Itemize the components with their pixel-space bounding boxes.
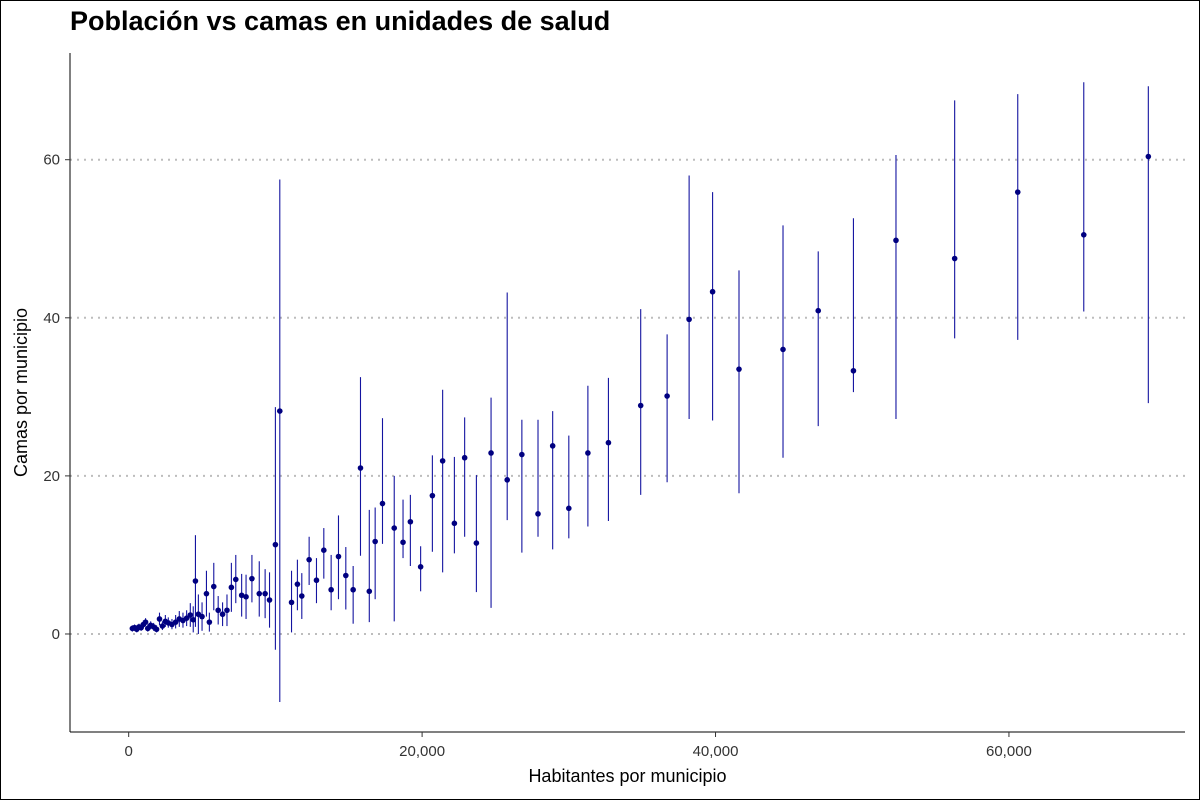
data-point — [504, 477, 510, 483]
data-point — [664, 393, 670, 399]
data-point — [219, 611, 226, 618]
data-point — [276, 408, 283, 414]
data-point — [306, 556, 312, 563]
data-point — [294, 581, 301, 587]
data-point — [357, 465, 364, 471]
data-point — [272, 541, 279, 548]
error-bars — [131, 82, 1149, 702]
data-point — [429, 492, 436, 499]
data-point — [461, 454, 468, 461]
data-point — [142, 619, 149, 625]
data-point — [605, 439, 612, 446]
data-point — [439, 458, 446, 464]
y-tick-label: 0 — [52, 626, 60, 643]
data-point — [366, 588, 373, 595]
x-tick-label: 40,000 — [693, 743, 739, 760]
data-point — [1014, 189, 1021, 195]
data-point — [951, 255, 958, 262]
data-point — [266, 597, 273, 603]
data-point — [238, 592, 245, 599]
y-tick-label: 60 — [43, 152, 60, 169]
data-point — [232, 576, 239, 583]
data-point — [243, 594, 249, 600]
data-point — [519, 451, 525, 458]
x-tick-label: 0 — [125, 743, 133, 760]
data-point — [400, 539, 406, 546]
data-point — [780, 346, 786, 353]
data-point — [391, 525, 398, 531]
data-point — [417, 563, 424, 570]
data-point — [343, 572, 349, 579]
y-axis-title: Camas por municipio — [11, 308, 31, 477]
data-point — [256, 590, 263, 597]
data-point — [1080, 232, 1087, 238]
data-point — [206, 619, 213, 625]
data-point — [335, 553, 342, 560]
data-point — [585, 450, 591, 456]
data-point — [183, 615, 190, 621]
data-point — [192, 578, 199, 584]
y-tick-label: 40 — [43, 310, 60, 327]
data-point — [299, 593, 305, 599]
data-point — [190, 616, 197, 623]
data-point — [199, 613, 205, 620]
data-point — [228, 584, 235, 591]
data-point — [187, 612, 194, 618]
data-point — [1145, 153, 1152, 160]
data-point — [203, 590, 210, 597]
x-tick-label: 20,000 — [399, 743, 445, 760]
data-point — [350, 586, 356, 593]
chart-title: Población vs camas en unidades de salud — [70, 6, 611, 36]
data-point — [709, 288, 716, 295]
data-point — [637, 402, 644, 409]
axis-ticks: 0 20 40 60 0 20,000 40,000 60,000 — [43, 152, 1032, 760]
x-axis-title: Habitantes por municipio — [528, 766, 726, 786]
data-point — [262, 590, 268, 597]
data-points — [129, 153, 1152, 633]
data-point — [850, 367, 857, 374]
data-point — [215, 607, 221, 614]
data-point — [815, 307, 822, 314]
data-point — [549, 443, 556, 449]
data-point — [321, 547, 327, 553]
data-point — [313, 577, 320, 584]
data-point — [566, 505, 572, 512]
data-point — [736, 366, 742, 372]
data-point — [153, 626, 160, 633]
data-point — [893, 237, 899, 244]
data-point — [224, 607, 230, 614]
y-tick-label: 20 — [43, 468, 60, 485]
data-point — [159, 623, 166, 629]
data-point — [156, 616, 163, 622]
data-point — [686, 316, 692, 323]
data-point — [328, 586, 334, 593]
x-tick-label: 60,000 — [986, 743, 1032, 760]
data-point — [249, 575, 255, 582]
data-point — [407, 518, 414, 525]
data-point — [379, 500, 386, 507]
data-point — [372, 538, 378, 545]
data-point — [210, 583, 217, 590]
data-point — [288, 599, 295, 606]
data-point — [535, 511, 541, 517]
data-point — [488, 450, 494, 456]
data-point — [172, 619, 179, 625]
data-point — [473, 540, 480, 546]
data-point — [451, 520, 458, 527]
